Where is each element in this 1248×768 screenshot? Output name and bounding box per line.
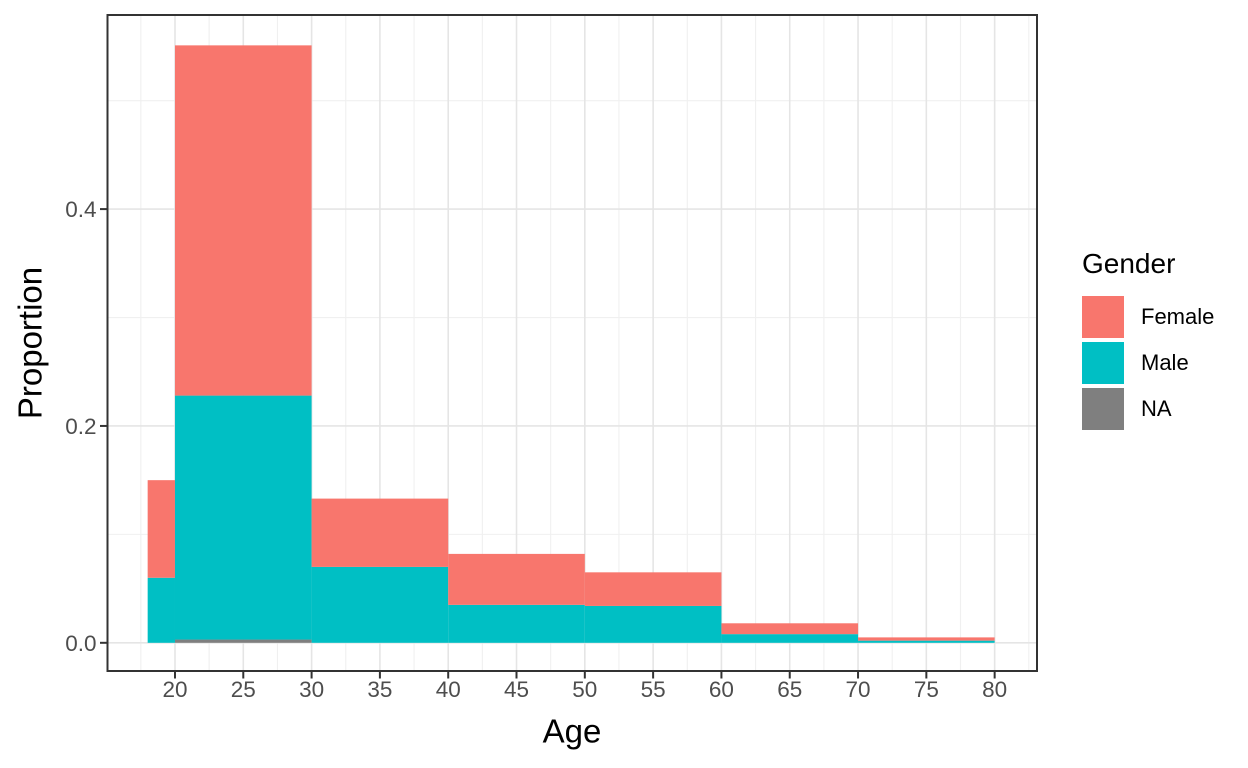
x-axis-tick-label: 50 <box>572 677 597 702</box>
x-axis-tick-label: 30 <box>299 677 324 702</box>
bar-segment-male-70-80 <box>858 640 995 643</box>
y-axis-tick-label: 0.0 <box>65 631 96 656</box>
bar-segment-male-18-20 <box>147 577 175 643</box>
x-axis-tick-label: 20 <box>162 677 187 702</box>
legend-swatch-female <box>1082 296 1124 338</box>
x-axis-title: Age <box>542 712 602 750</box>
x-axis-tick-label: 65 <box>777 677 802 702</box>
y-axis-title: Proportion <box>11 266 49 420</box>
y-axis-tick-label: 0.2 <box>65 414 96 439</box>
bar-segment-male-20-30 <box>174 395 312 640</box>
legend-item-male: Male <box>1082 342 1214 384</box>
legend-title: Gender <box>1082 248 1176 279</box>
legend-swatch-na <box>1082 388 1124 430</box>
bar-segment-female-70-80 <box>858 637 995 641</box>
bar-segment-female-30-40 <box>311 498 449 567</box>
legend-label-male: Male <box>1141 350 1189 375</box>
x-axis-tick-label: 75 <box>914 677 939 702</box>
legend-label-na: NA <box>1141 396 1172 421</box>
legend-swatch-male <box>1082 342 1124 384</box>
bar-segment-female-40-50 <box>448 553 585 605</box>
bar-segment-male-50-60 <box>584 605 722 643</box>
x-axis-tick-label: 55 <box>641 677 666 702</box>
bar-segment-female-50-60 <box>584 572 722 606</box>
legend-items: Female Male NA <box>1082 296 1214 430</box>
bar-segment-female-60-70 <box>721 623 859 635</box>
bar-segment-male-40-50 <box>448 604 585 643</box>
y-axis-tick-label: 0.4 <box>65 197 96 222</box>
bar-segment-male-60-70 <box>721 634 859 643</box>
bar-segment-na-20-30 <box>174 639 312 643</box>
bar-segment-female-20-30 <box>174 45 312 396</box>
legend-item-na: NA <box>1082 388 1214 430</box>
legend-label-female: Female <box>1141 304 1215 329</box>
x-axis-tick-label: 70 <box>846 677 871 702</box>
legend-item-female: Female <box>1082 296 1214 338</box>
panel-border <box>106 14 1038 672</box>
bar-segment-female-18-20 <box>147 480 175 578</box>
x-axis-tick-label: 40 <box>436 677 461 702</box>
x-axis-tick-label: 25 <box>231 677 256 702</box>
x-axis-tick-label: 60 <box>709 677 734 702</box>
x-axis-tick-label: 80 <box>982 677 1007 702</box>
bar-segment-male-30-40 <box>311 566 449 643</box>
legend: Gender Female Male NA <box>1082 250 1214 434</box>
x-axis-tick-label: 35 <box>367 677 392 702</box>
x-axis-tick-label: 45 <box>504 677 529 702</box>
